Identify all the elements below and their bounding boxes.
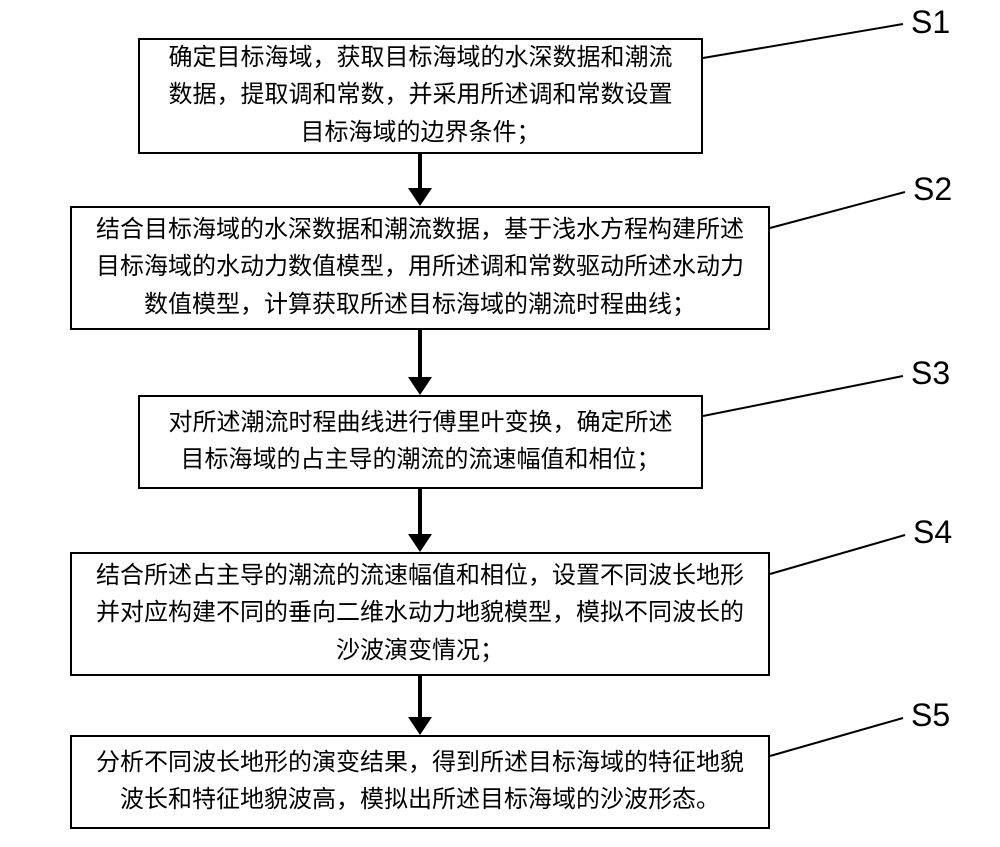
step-label-S5: S5 <box>911 697 950 734</box>
step-label-S4: S4 <box>913 514 952 551</box>
flow-step-text: 确定目标海域，获取目标海域的水深数据和潮流数据，提取调和常数，并采用所述调和常数… <box>158 40 683 152</box>
arrow-head-0 <box>408 188 432 206</box>
flow-step-S5: 分析不同波长地形的演变结果，得到所述目标海域的特征地貌波长和特征地貌波高，模拟出… <box>70 735 770 829</box>
arrow-shaft-2 <box>418 489 422 534</box>
flow-step-S2: 结合目标海域的水深数据和潮流数据，基于浅水方程构建所述目标海域的水动力数值模型，… <box>70 206 770 330</box>
flow-step-text: 结合目标海域的水深数据和潮流数据，基于浅水方程构建所述目标海域的水动力数值模型，… <box>90 212 750 324</box>
step-label-S2: S2 <box>913 171 952 208</box>
flow-step-S4: 结合所述占主导的潮流的流速幅值和相位，设置不同波长地形并对应构建不同的垂向二维水… <box>70 552 770 676</box>
arrow-head-3 <box>408 717 432 735</box>
arrow-head-1 <box>408 377 432 395</box>
arrow-shaft-1 <box>418 330 422 377</box>
arrow-head-2 <box>408 534 432 552</box>
step-label-S3: S3 <box>911 355 950 392</box>
flow-step-text: 结合所述占主导的潮流的流速幅值和相位，设置不同波长地形并对应构建不同的垂向二维水… <box>90 558 750 670</box>
step-label-S1: S1 <box>911 4 950 41</box>
flow-step-S1: 确定目标海域，获取目标海域的水深数据和潮流数据，提取调和常数，并采用所述调和常数… <box>138 38 703 154</box>
flow-step-text: 对所述潮流时程曲线进行傅里叶变换，确定所述目标海域的占主导的潮流的流速幅值和相位… <box>158 405 683 479</box>
flow-step-text: 分析不同波长地形的演变结果，得到所述目标海域的特征地貌波长和特征地貌波高，模拟出… <box>90 745 750 819</box>
arrow-shaft-0 <box>418 154 422 188</box>
flow-step-S3: 对所述潮流时程曲线进行傅里叶变换，确定所述目标海域的占主导的潮流的流速幅值和相位… <box>138 395 703 489</box>
arrow-shaft-3 <box>418 676 422 717</box>
